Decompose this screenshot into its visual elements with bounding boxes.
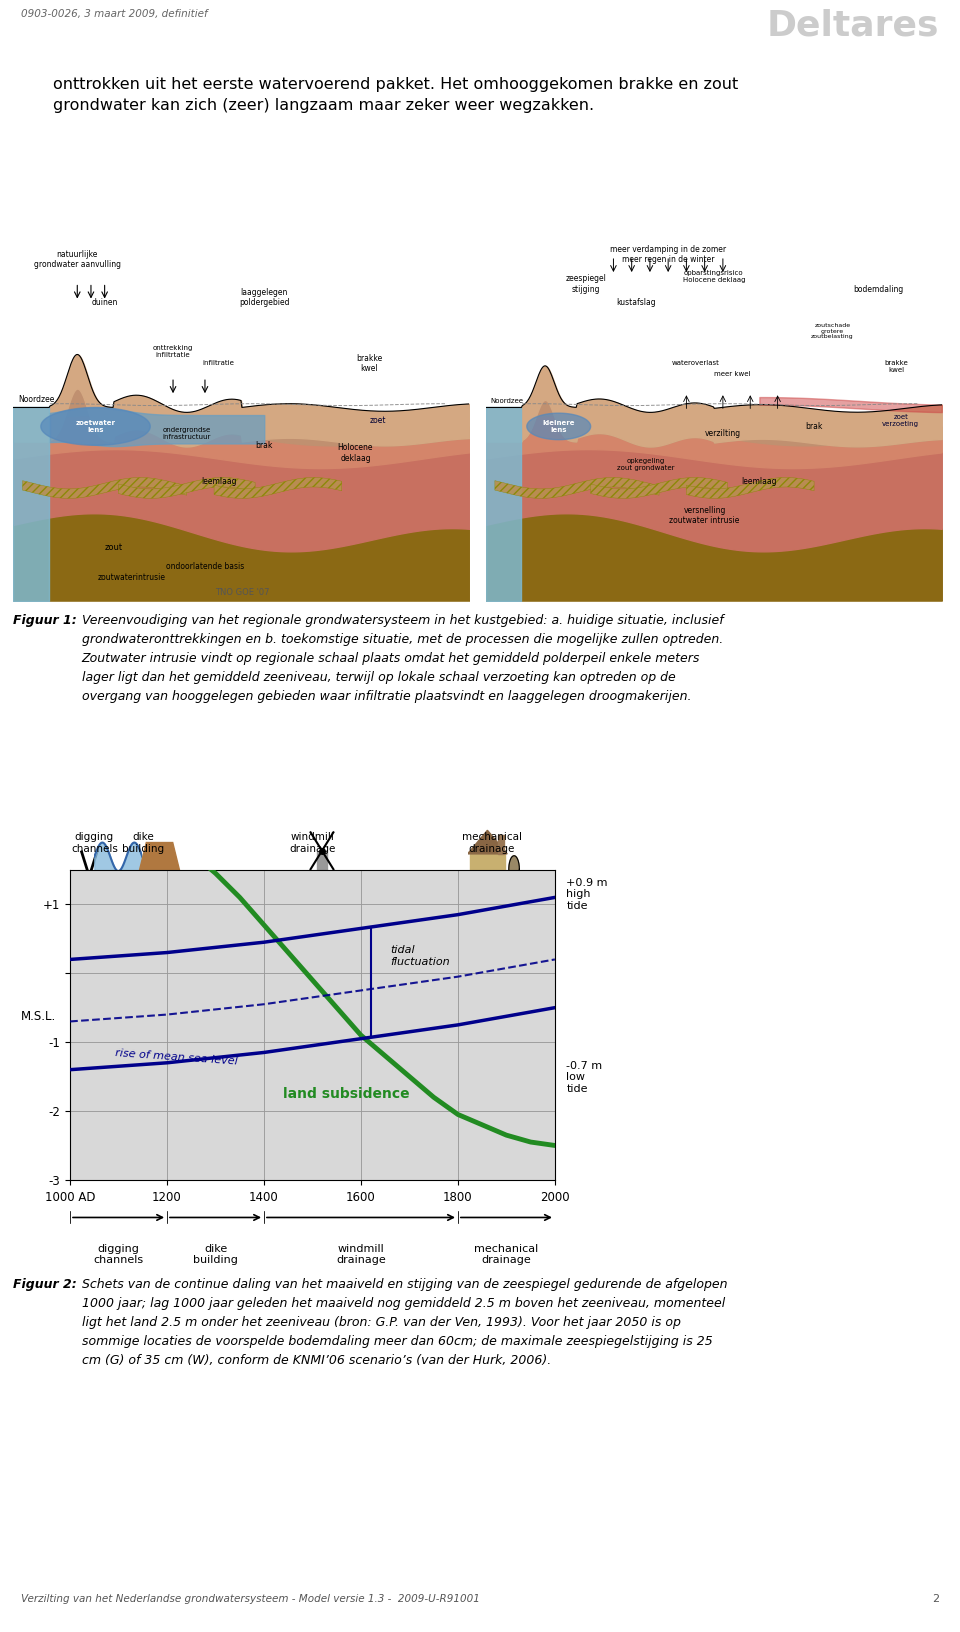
Text: Schets van de continue daling van het maaiveld en stijging van de zeespiegel ged: Schets van de continue daling van het ma…: [82, 1278, 727, 1368]
Text: 0903-0026, 3 maart 2009, definitief: 0903-0026, 3 maart 2009, definitief: [21, 8, 207, 20]
Polygon shape: [468, 831, 507, 854]
Text: kustafslag: kustafslag: [616, 299, 656, 307]
Text: 1600: 1600: [347, 1191, 375, 1204]
Text: 1800: 1800: [444, 1191, 472, 1204]
Text: rise of mean sea level: rise of mean sea level: [115, 1048, 238, 1067]
Text: ondergrondse
infrastructuur: ondergrondse infrastructuur: [162, 428, 211, 441]
Text: 1000 AD: 1000 AD: [45, 1191, 95, 1204]
Text: windmill
drainage: windmill drainage: [289, 832, 336, 854]
Text: natuurlijke
grondwater aanvulling: natuurlijke grondwater aanvulling: [34, 250, 121, 269]
Text: mechanical
drainage: mechanical drainage: [474, 1244, 539, 1265]
Polygon shape: [498, 836, 504, 854]
Text: Figuur 2:: Figuur 2:: [13, 1278, 77, 1291]
Text: onttrekking
infiltrtatie: onttrekking infiltrtatie: [153, 346, 193, 359]
Text: leemlaag: leemlaag: [742, 477, 777, 486]
Text: Verzilting van het Nederlandse grondwatersysteem - Model versie 1.3 -  2009-U-R9: Verzilting van het Nederlandse grondwate…: [21, 1594, 480, 1604]
Text: 2: 2: [932, 1594, 939, 1604]
Polygon shape: [41, 408, 150, 446]
Polygon shape: [527, 413, 590, 439]
Text: 2000: 2000: [540, 1191, 569, 1204]
Text: mechanical
drainage: mechanical drainage: [462, 832, 522, 854]
Text: opkegeling
zout grondwater: opkegeling zout grondwater: [616, 457, 674, 470]
Text: versnelling
zoutwater intrusie: versnelling zoutwater intrusie: [669, 506, 740, 526]
Text: digging
channels: digging channels: [93, 1244, 144, 1265]
Text: -0.7 m
low
tide: -0.7 m low tide: [566, 1061, 603, 1093]
Text: meer kwel: meer kwel: [713, 370, 751, 377]
Text: Noordzee: Noordzee: [491, 398, 523, 403]
Text: TNO GOE '07: TNO GOE '07: [215, 588, 269, 597]
Text: land subsidence: land subsidence: [283, 1087, 410, 1102]
Text: meer verdamping in de zomer
meer regen in de winter: meer verdamping in de zomer meer regen i…: [611, 245, 726, 264]
Text: ondoorlatende basis: ondoorlatende basis: [166, 561, 244, 571]
Text: Deltares: Deltares: [766, 8, 939, 42]
Text: Figuur 1:: Figuur 1:: [13, 614, 77, 627]
Text: 1200: 1200: [153, 1191, 181, 1204]
Text: leemlaag: leemlaag: [201, 477, 236, 486]
Text: zoutschade
grotere
zoutbelasting: zoutschade grotere zoutbelasting: [811, 323, 853, 339]
Text: onttrokken uit het eerste watervoerend pakket. Het omhooggekomen brakke en zout
: onttrokken uit het eerste watervoerend p…: [53, 77, 738, 113]
Text: dike
building: dike building: [193, 1244, 238, 1265]
Text: verzilting: verzilting: [705, 429, 741, 439]
Text: brak: brak: [255, 441, 273, 450]
Polygon shape: [509, 855, 519, 883]
Text: wateroverlast: wateroverlast: [672, 359, 719, 366]
Text: tidal
fluctuation: tidal fluctuation: [390, 945, 449, 966]
Text: zoutwaterintrusie: zoutwaterintrusie: [98, 573, 166, 583]
Polygon shape: [135, 842, 183, 885]
Text: duinen: duinen: [91, 299, 118, 307]
Text: 1400: 1400: [250, 1191, 278, 1204]
Text: windmill
drainage: windmill drainage: [336, 1244, 386, 1265]
Text: bodemdaling: bodemdaling: [852, 286, 903, 294]
Text: Noordzee: Noordzee: [18, 395, 55, 403]
Text: opbarstingsrisico
Holocene deklaag: opbarstingsrisico Holocene deklaag: [683, 269, 745, 282]
Text: M.S.L.: M.S.L.: [21, 1010, 57, 1023]
Polygon shape: [318, 850, 326, 888]
Polygon shape: [470, 854, 505, 885]
Text: +0.9 m
high
tide: +0.9 m high tide: [566, 878, 608, 911]
Text: zout: zout: [105, 543, 123, 552]
Text: zoet
verzoeting: zoet verzoeting: [882, 415, 920, 428]
Text: infiltratie: infiltratie: [203, 359, 234, 366]
Text: brak: brak: [805, 423, 823, 431]
Text: kleinere
lens: kleinere lens: [542, 419, 575, 432]
Text: Vereenvoudiging van het regionale grondwatersysteem in het kustgebied: a. huidig: Vereenvoudiging van het regionale grondw…: [82, 614, 723, 703]
Text: brakke
kwel: brakke kwel: [356, 354, 382, 374]
Text: dike
building: dike building: [122, 832, 164, 854]
Text: laaggelegen
poldergebied: laaggelegen poldergebied: [239, 287, 290, 307]
Text: brakke
kwel: brakke kwel: [884, 361, 908, 374]
Text: Holocene
deklaag: Holocene deklaag: [338, 444, 373, 462]
Text: zeespiegel
stijging: zeespiegel stijging: [565, 274, 607, 294]
Text: digging
channels: digging channels: [71, 832, 118, 854]
Text: zoet: zoet: [370, 416, 387, 426]
Text: zoetwater
lens: zoetwater lens: [76, 419, 115, 432]
